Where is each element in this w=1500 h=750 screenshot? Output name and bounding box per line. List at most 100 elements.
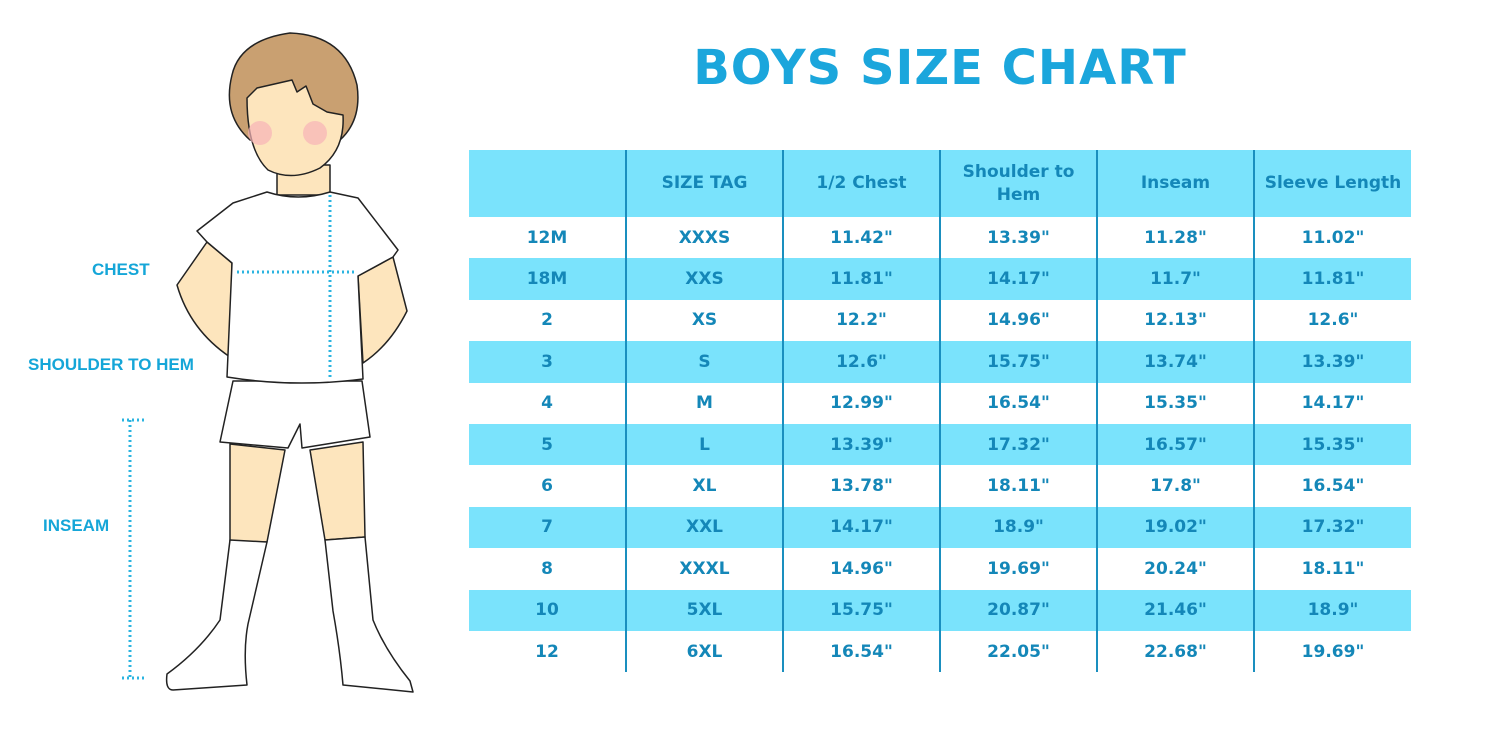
shorts [219, 380, 371, 449]
table-row: 4 M 12.99" 16.54" 15.35" 14.17" [469, 382, 1411, 424]
table-cell: 16.54" [1253, 465, 1411, 507]
table-cell: 12.99" [782, 382, 940, 424]
table-cell: XXXS [625, 217, 783, 259]
table-row: 8 XXXL 14.96" 19.69" 20.24" 18.11" [469, 548, 1411, 590]
table-cell: 17.8" [1096, 465, 1254, 507]
table-row: 2 XS 12.2" 14.96" 12.13" 12.6" [469, 299, 1411, 342]
table-cell: 11.02" [1253, 217, 1411, 259]
table-cell: 11.81" [782, 258, 940, 300]
table-cell: 21.46" [1096, 589, 1254, 631]
table-cell: 4 [541, 393, 553, 414]
shirt [196, 191, 399, 384]
table-cell: 12.13" [1096, 299, 1254, 342]
table-cell: 17.32" [1253, 506, 1411, 549]
table-cell: 20.24" [1096, 548, 1254, 590]
table-cell: XXS [625, 258, 783, 300]
table-cell: 3 [469, 341, 626, 383]
table-cell: 15.75" [939, 341, 1097, 383]
right-leg [309, 441, 366, 541]
table-cell: XS [625, 299, 783, 342]
table-cell: 5 [469, 423, 626, 466]
table-cell: XL [625, 465, 783, 507]
face [246, 79, 344, 177]
column-header: Sleeve Length [1253, 150, 1411, 217]
table-cell: 17.32" [939, 423, 1097, 466]
table-cell: S [625, 341, 783, 383]
table-cell: 18.9" [1253, 589, 1411, 631]
table-cell: 22.05" [939, 630, 1097, 673]
table-cell: 13.74" [1096, 341, 1254, 383]
size-table: SIZE TAG 1/2 Chest Shoulder to Hem Inseam Sl… [469, 150, 1411, 673]
table-cell: 16.54" [939, 382, 1097, 424]
table-cell: 11.28" [1096, 217, 1254, 259]
boy-figure-illustration [122, 32, 414, 693]
table-cell: 8 [541, 558, 553, 579]
table-row: 12 6XL 16.54" 22.05" 22.68" 19.69" [469, 630, 1411, 673]
table-row: 18M XXS 11.81" 14.17" 11.7" 11.81" [469, 258, 1411, 300]
column-header: Shoulder to Hem [939, 150, 1097, 217]
table-cell: 11.81" [1253, 258, 1411, 300]
table-cell: 14.96" [782, 548, 940, 590]
table-cell: 14.96" [939, 299, 1097, 342]
table-row: 5 L 13.39" 17.32" 16.57" 15.35" [469, 423, 1411, 466]
table-cell: 2 [541, 310, 553, 331]
right-arm [357, 256, 408, 364]
table-row: 6 XL 13.78" 18.11" 17.8" 16.54" [469, 465, 1411, 507]
table-cell: 18.11" [1253, 548, 1411, 590]
table-cell: 11.42" [782, 217, 940, 259]
table-row: 3 S 12.6" 15.75" 13.74" 13.39" [469, 341, 1411, 383]
table-cell: 12M [526, 227, 568, 248]
column-header: 1/2 Chest [782, 150, 940, 217]
table-row: 7 XXL 14.17" 18.9" 19.02" 17.32" [469, 506, 1411, 549]
table-cell: 12.6" [1253, 299, 1411, 342]
inseam-label: INSEAM [43, 516, 110, 535]
table-cell: 6 [541, 476, 553, 497]
table-cell: 10 [469, 589, 626, 631]
table-cell: 12 [535, 641, 559, 662]
table-cell: 18.9" [939, 506, 1097, 549]
table-cell: 15.35" [1096, 382, 1254, 424]
table-cell: 20.87" [939, 589, 1097, 631]
table-cell: 22.68" [1096, 630, 1254, 673]
table-cell: L [625, 423, 783, 466]
table-cell: 14.17" [782, 506, 940, 549]
table-cell: 13.39" [1253, 341, 1411, 383]
table-cell: 6XL [625, 630, 783, 673]
table-cell: 12.6" [782, 341, 940, 383]
table-cell: 18M [469, 258, 626, 300]
table-cell: 18.11" [939, 465, 1097, 507]
page-title: BOYS SIZE CHART [693, 40, 1187, 96]
column-header: Inseam [1096, 150, 1254, 217]
column-header [469, 150, 626, 217]
table-cell: 12.2" [782, 299, 940, 342]
table-cell: 16.54" [782, 630, 940, 673]
table-cell: 14.17" [939, 258, 1097, 300]
table-row: 10 5XL 15.75" 20.87" 21.46" 18.9" [469, 589, 1411, 631]
table-cell: 19.02" [1096, 506, 1254, 549]
left-leg [229, 443, 286, 543]
table-cell: 5XL [625, 589, 783, 631]
table-cell: XXXL [625, 548, 783, 590]
table-cell: 16.57" [1096, 423, 1254, 466]
table-header-row: SIZE TAG 1/2 Chest Shoulder to Hem Inseam Sl… [469, 150, 1411, 217]
table-row: 12M XXXS 11.42" 13.39" 11.28" 11.02" [469, 217, 1411, 259]
table-cell: 13.78" [782, 465, 940, 507]
right-sock [324, 536, 414, 693]
chest-label: CHEST [92, 260, 150, 279]
column-header: SIZE TAG [625, 150, 783, 217]
table-cell: 19.69" [1253, 630, 1411, 673]
table-cell: M [625, 382, 783, 424]
table-cell: 15.75" [782, 589, 940, 631]
left-arm [176, 241, 233, 358]
table-cell: 11.7" [1096, 258, 1254, 300]
table-cell: 15.35" [1253, 423, 1411, 466]
left-sock [165, 539, 268, 691]
table-cell: 13.39" [939, 217, 1097, 259]
table-cell: 19.69" [939, 548, 1097, 590]
table-cell: XXL [625, 506, 783, 549]
shoulder-to-hem-label: SHOULDER TO HEM [28, 355, 194, 374]
table-cell: 13.39" [782, 423, 940, 466]
table-cell: 14.17" [1253, 382, 1411, 424]
table-cell: 7 [469, 506, 626, 549]
